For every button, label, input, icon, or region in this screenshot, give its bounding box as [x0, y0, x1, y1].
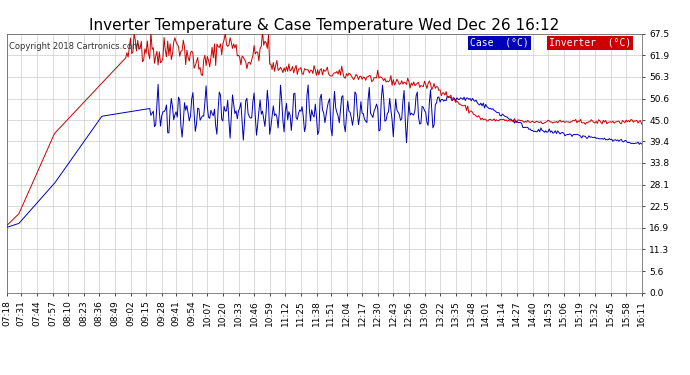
- Title: Inverter Temperature & Case Temperature Wed Dec 26 16:12: Inverter Temperature & Case Temperature …: [89, 18, 560, 33]
- Text: Copyright 2018 Cartronics.com: Copyright 2018 Cartronics.com: [9, 42, 140, 51]
- Text: Inverter  (°C): Inverter (°C): [549, 38, 631, 48]
- Text: Case  (°C): Case (°C): [471, 38, 529, 48]
